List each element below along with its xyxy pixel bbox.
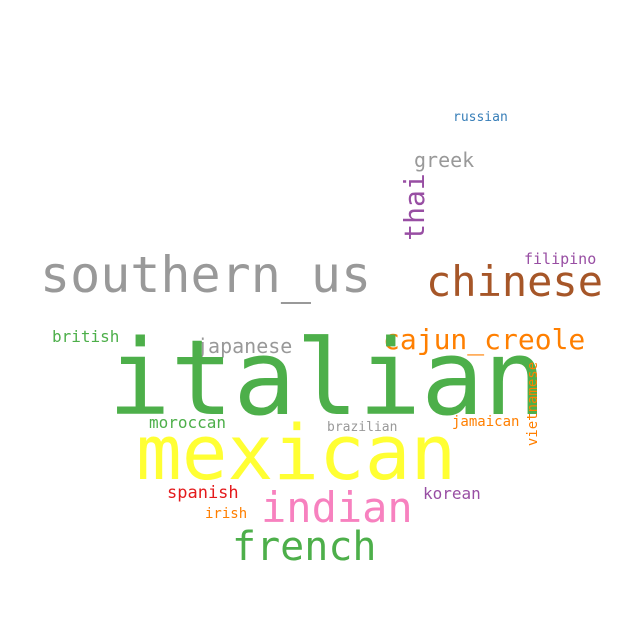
- word-indian: indian: [261, 483, 413, 532]
- word-vietnamese: vietnamese: [525, 361, 541, 447]
- word-greek: greek: [414, 148, 475, 172]
- word-cajun-creole: cajun_creole: [383, 323, 586, 356]
- word-jamaican: jamaican: [452, 414, 520, 430]
- word-irish: irish: [205, 506, 248, 522]
- word-korean: korean: [423, 484, 481, 503]
- word-chinese: chinese: [426, 257, 604, 306]
- word-moroccan: moroccan: [149, 413, 227, 432]
- word-southern-us: southern_us: [40, 246, 372, 304]
- word-spanish: spanish: [167, 483, 239, 503]
- word-thai: thai: [398, 173, 431, 241]
- word-italian: italian: [108, 317, 547, 439]
- word-brazilian: brazilian: [327, 420, 398, 435]
- word-french: french: [232, 524, 377, 570]
- word-filipino: filipino: [524, 250, 597, 268]
- word-mexican: mexican: [136, 408, 457, 497]
- word-british: british: [52, 327, 120, 346]
- word-japanese: japanese: [196, 334, 293, 358]
- word-russian: russian: [453, 110, 508, 125]
